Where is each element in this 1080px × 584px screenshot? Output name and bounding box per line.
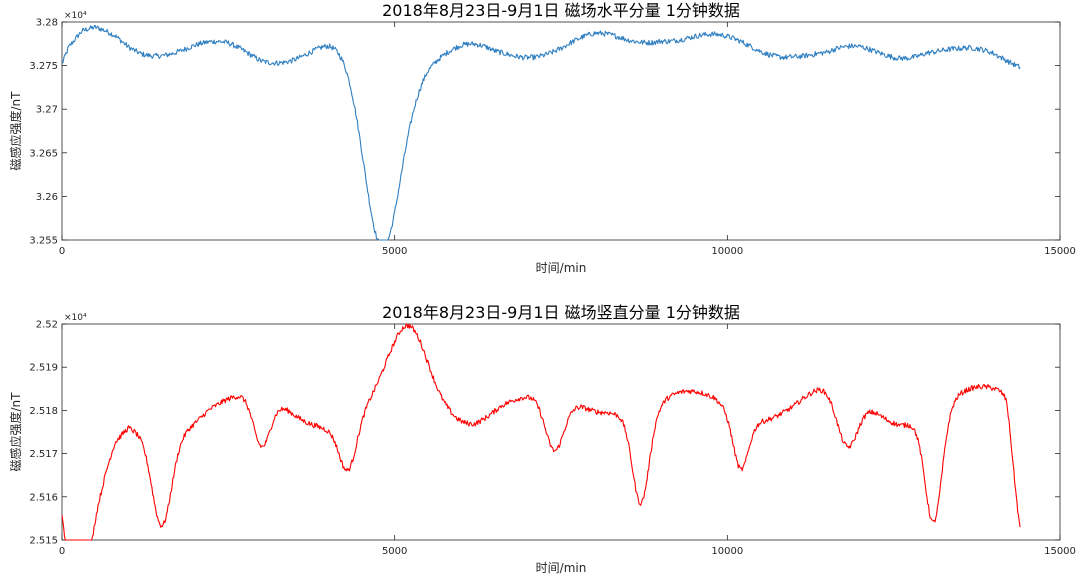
chart-title: 2018年8月23日-9月1日 磁场竖直分量 1分钟数据 xyxy=(382,303,740,322)
x-tick-label: 10000 xyxy=(711,546,743,557)
y-tick-label: 3.265 xyxy=(29,148,58,159)
y-tick-label: 3.275 xyxy=(29,61,58,72)
plot-area xyxy=(61,21,1061,241)
y-tick-label: 3.255 xyxy=(29,236,58,247)
chart-title: 2018年8月23日-9月1日 磁场水平分量 1分钟数据 xyxy=(382,1,740,20)
y-tick-label: 3.28 xyxy=(36,18,58,29)
y-axis-label: 磁感应强度/nT xyxy=(8,392,23,472)
y-tick-label: 2.515 xyxy=(29,536,58,547)
series-line xyxy=(61,323,1021,541)
y-exponent-label: ×10⁴ xyxy=(64,313,87,323)
x-tick-label: 15000 xyxy=(1044,546,1076,557)
y-tick-label: 2.518 xyxy=(29,406,58,417)
x-tick-label: 5000 xyxy=(382,546,407,557)
y-tick-label: 2.52 xyxy=(36,320,58,331)
y-tick-label: 3.27 xyxy=(36,105,58,116)
x-tick-label: 0 xyxy=(59,246,65,257)
x-axis-label: 时间/min xyxy=(536,561,587,575)
x-tick-label: 5000 xyxy=(382,246,407,257)
plot-area xyxy=(61,323,1061,541)
x-axis-label: 时间/min xyxy=(536,261,587,275)
chart-panel-1: 0 5000 10000 15000 3.255 3.26 3.265 3.27 3.275 3.… xyxy=(8,1,1076,275)
x-tick-label: 0 xyxy=(59,546,65,557)
y-tick-label: 2.517 xyxy=(29,449,58,460)
y-tick-label: 2.516 xyxy=(29,492,58,503)
x-tick-label: 15000 xyxy=(1044,246,1076,257)
y-exponent-label: ×10⁴ xyxy=(64,11,87,21)
y-axis-label: 磁感应强度/nT xyxy=(8,91,23,171)
y-tick-label: 3.26 xyxy=(36,192,58,203)
y-tick-label: 2.519 xyxy=(29,363,58,374)
chart-panel-2: 0 5000 10000 15000 2.515 2.516 2.517 2.518 2.519… xyxy=(8,303,1076,575)
x-tick-label: 10000 xyxy=(711,246,743,257)
series-line xyxy=(61,24,1021,241)
